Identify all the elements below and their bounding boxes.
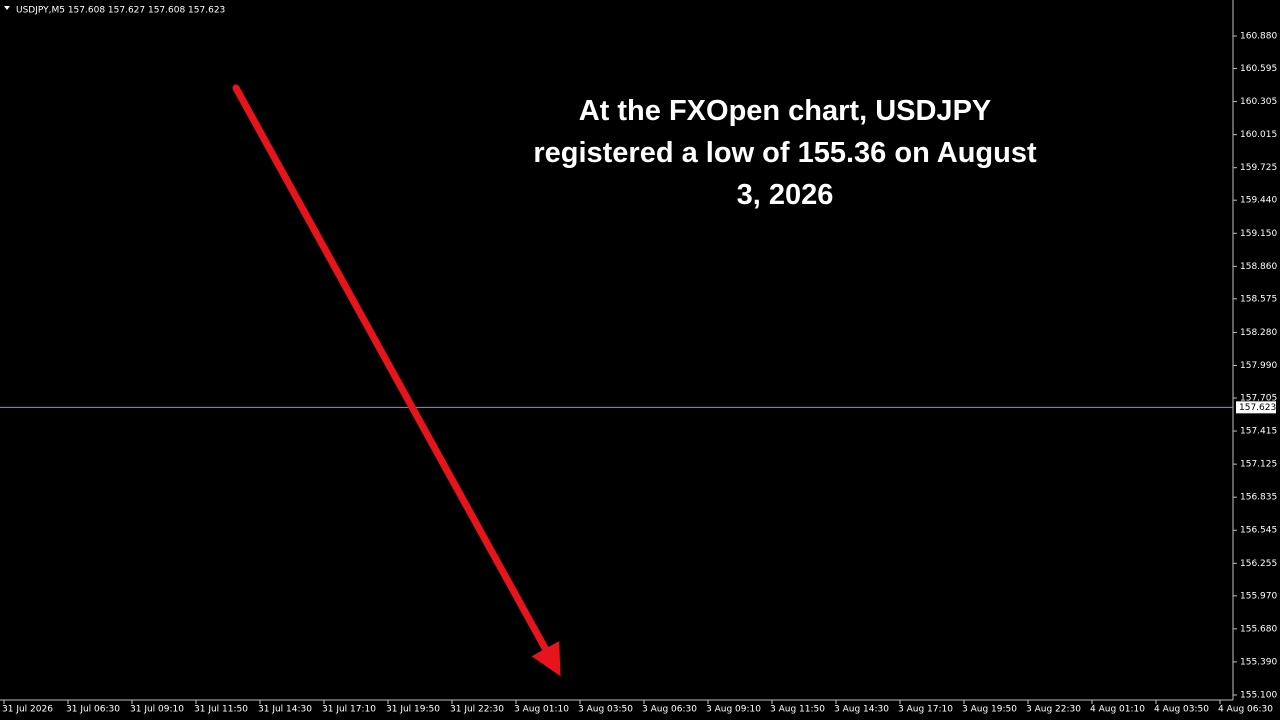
- x-tick-label: 3 Aug 06:30: [642, 705, 697, 715]
- y-tick-label: 158.860: [1240, 262, 1277, 272]
- y-tick-label: 160.305: [1240, 97, 1277, 107]
- x-tick-label: 31 Jul 19:50: [386, 705, 440, 715]
- y-tick-label: 160.015: [1240, 130, 1277, 140]
- x-tick-label: 3 Aug 17:10: [898, 705, 953, 715]
- x-tick-label: 3 Aug 09:10: [706, 705, 761, 715]
- y-tick-label: 155.680: [1240, 624, 1277, 634]
- x-tick-label: 4 Aug 01:10: [1090, 705, 1145, 715]
- x-tick-label: 4 Aug 06:30: [1218, 705, 1273, 715]
- x-tick-label: 31 Jul 06:30: [66, 705, 120, 715]
- y-tick-label: 156.545: [1240, 526, 1277, 536]
- y-tick-label: 159.725: [1240, 163, 1277, 173]
- annotation-line: registered a low of 155.36 on August: [533, 137, 1037, 169]
- x-tick-label: 3 Aug 01:10: [514, 705, 569, 715]
- y-tick-label: 159.150: [1240, 229, 1277, 239]
- y-tick-label: 157.990: [1240, 361, 1277, 371]
- price-label-box: [1236, 401, 1276, 414]
- price-label: 157.623: [1239, 403, 1276, 413]
- y-tick-label: 158.280: [1240, 328, 1277, 338]
- header: USDJPY,M5 157.608 157.627 157.608 157.62…: [16, 6, 225, 16]
- y-tick-label: 159.440: [1240, 196, 1277, 206]
- y-tick-label: 155.970: [1240, 591, 1277, 601]
- y-tick-label: 157.705: [1240, 393, 1277, 403]
- y-tick-label: 155.390: [1240, 657, 1277, 667]
- header-icon: [4, 6, 10, 10]
- x-tick-label: 31 Jul 22:30: [450, 705, 504, 715]
- x-tick-label: 31 Jul 2026: [2, 705, 53, 715]
- y-tick-label: 160.880: [1240, 32, 1277, 42]
- x-tick-label: 4 Aug 03:50: [1154, 705, 1209, 715]
- annotation: At the FXOpen chart, USDJPY registered a…: [485, 90, 1085, 216]
- x-tick-label: 31 Jul 09:10: [130, 705, 184, 715]
- y-tick-label: 157.125: [1240, 460, 1277, 470]
- x-tick-label: 3 Aug 03:50: [578, 705, 633, 715]
- x-tick-label: 3 Aug 22:30: [1026, 705, 1081, 715]
- y-tick-label: 156.255: [1240, 559, 1277, 569]
- x-tick-label: 3 Aug 14:30: [834, 705, 889, 715]
- annotation-line: At the FXOpen chart, USDJPY: [578, 95, 992, 127]
- x-tick-label: 31 Jul 11:50: [194, 705, 248, 715]
- x-tick-label: 31 Jul 17:10: [322, 705, 376, 715]
- x-tick-label: 31 Jul 14:30: [258, 705, 312, 715]
- y-tick-label: 158.575: [1240, 294, 1277, 304]
- x-tick-label: 3 Aug 19:50: [962, 705, 1017, 715]
- y-tick-label: 157.415: [1240, 427, 1277, 437]
- y-tick-label: 160.595: [1240, 64, 1277, 74]
- x-tick-label: 3 Aug 11:50: [770, 705, 825, 715]
- annotation-line: 3, 2026: [736, 179, 834, 211]
- arrow: [232, 84, 561, 677]
- y-tick-label: 156.835: [1240, 493, 1277, 503]
- y-tick-label: 155.100: [1240, 690, 1277, 700]
